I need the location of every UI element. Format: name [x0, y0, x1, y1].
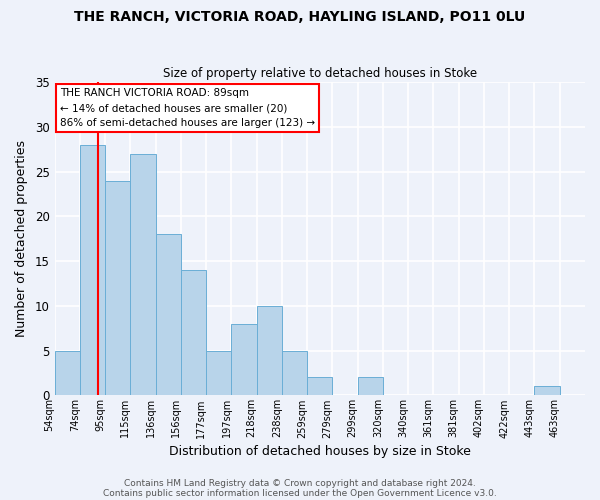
Bar [282, 350, 307, 396]
Bar [130, 154, 155, 396]
Bar [155, 234, 181, 396]
Bar [307, 378, 332, 396]
Text: THE RANCH, VICTORIA ROAD, HAYLING ISLAND, PO11 0LU: THE RANCH, VICTORIA ROAD, HAYLING ISLAND… [74, 10, 526, 24]
Bar [257, 306, 282, 396]
Bar [80, 144, 105, 396]
Title: Size of property relative to detached houses in Stoke: Size of property relative to detached ho… [163, 66, 477, 80]
Y-axis label: Number of detached properties: Number of detached properties [15, 140, 28, 337]
X-axis label: Distribution of detached houses by size in Stoke: Distribution of detached houses by size … [169, 444, 471, 458]
Bar [181, 270, 206, 396]
Bar [105, 180, 130, 396]
Text: Contains public sector information licensed under the Open Government Licence v3: Contains public sector information licen… [103, 488, 497, 498]
Text: Contains HM Land Registry data © Crown copyright and database right 2024.: Contains HM Land Registry data © Crown c… [124, 478, 476, 488]
Bar [55, 350, 80, 396]
Bar [232, 324, 257, 396]
Text: THE RANCH VICTORIA ROAD: 89sqm
← 14% of detached houses are smaller (20)
86% of : THE RANCH VICTORIA ROAD: 89sqm ← 14% of … [60, 88, 315, 128]
Bar [206, 350, 232, 396]
Bar [358, 378, 383, 396]
Bar [535, 386, 560, 396]
